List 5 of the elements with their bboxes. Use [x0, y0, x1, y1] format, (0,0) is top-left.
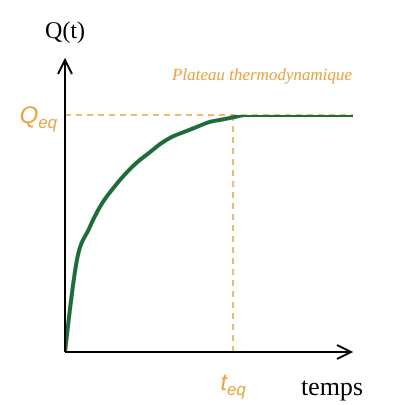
ref-line-label: Q$_{eq}$ [20, 102, 58, 132]
y-axis-title: Q(t) [45, 18, 85, 44]
text: t$_{eq}$ [220, 369, 246, 400]
x-axis-title: temps [300, 372, 364, 401]
text: Plateau thermodynamique [171, 65, 352, 84]
